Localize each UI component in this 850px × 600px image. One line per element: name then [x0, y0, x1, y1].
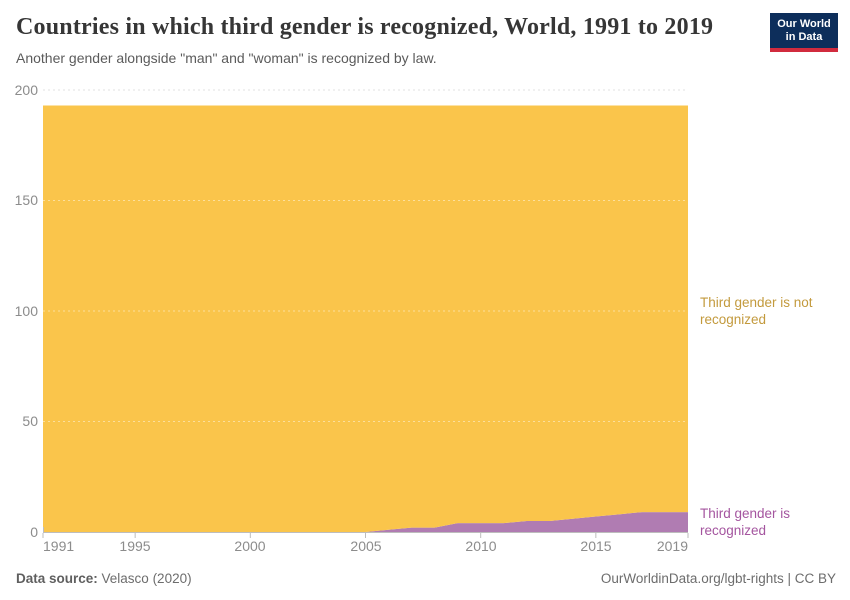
- x-axis-label-1991: 1991: [43, 538, 75, 554]
- x-axis-label-2005: 2005: [350, 538, 382, 554]
- owid-logo-line2: in Data: [785, 31, 823, 43]
- data-source-value: Velasco (2020): [97, 571, 192, 586]
- x-axis-label-2000: 2000: [234, 538, 266, 554]
- y-axis-label-100: 100: [14, 303, 38, 319]
- data-source-label: Data source:: [16, 571, 98, 586]
- x-axis-label-1995: 1995: [119, 538, 151, 554]
- page-title: Countries in which third gender is recog…: [16, 14, 714, 40]
- x-axis-label-2019: 2019: [656, 538, 688, 554]
- y-axis-label-0: 0: [30, 524, 38, 540]
- x-axis-label-2015: 2015: [580, 538, 612, 554]
- series-label-line: recognized: [700, 523, 767, 538]
- y-axis-label-200: 200: [14, 82, 38, 98]
- x-axis-label-2010: 2010: [465, 538, 497, 554]
- series-label-recognized: Third gender is recognized: [700, 505, 845, 539]
- data-source: Data source: Velasco (2020): [16, 571, 192, 586]
- chart-footer: Data source: Velasco (2020) OurWorldinDa…: [16, 571, 836, 586]
- series-label-line: Third gender is: [700, 506, 791, 521]
- series-label-line: recognized: [700, 312, 767, 327]
- owid-logo[interactable]: Our World in Data: [770, 13, 838, 52]
- y-axis-label-150: 150: [14, 192, 38, 208]
- series-label-not-recognized: Third gender is not recognized: [700, 294, 845, 328]
- owid-logo-line1: Our World: [777, 18, 831, 30]
- area-series-0: [43, 512, 688, 532]
- attribution-link[interactable]: OurWorldinData.org/lgbt-rights | CC BY: [600, 571, 836, 586]
- series-label-line: Third gender is not: [700, 295, 813, 310]
- chart-subtitle: Another gender alongside "man" and "woma…: [16, 50, 437, 66]
- y-axis-label-50: 50: [22, 413, 38, 429]
- area-series-1: [43, 105, 688, 532]
